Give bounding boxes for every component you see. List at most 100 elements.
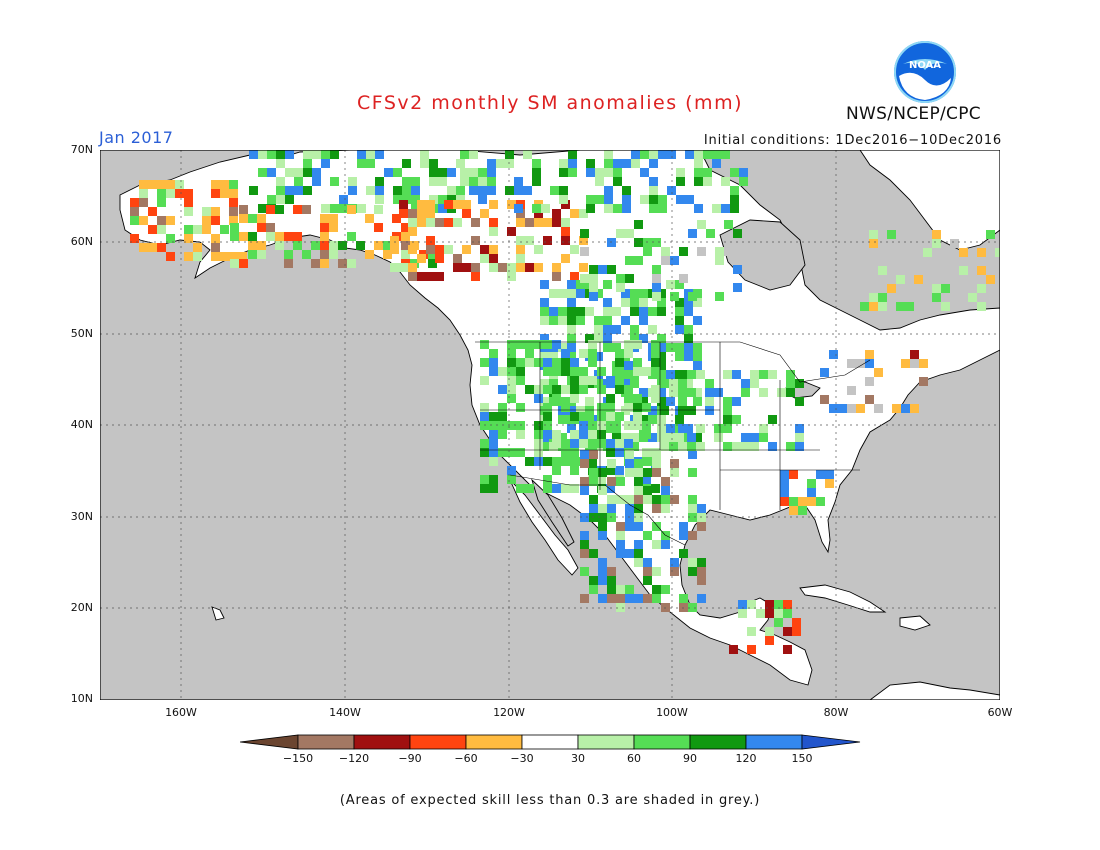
anomaly-cell xyxy=(616,274,625,283)
anomaly-cell xyxy=(807,488,816,497)
lon-label: 100W xyxy=(656,706,688,719)
anomaly-cell xyxy=(139,198,148,207)
anomaly-cell xyxy=(597,412,606,421)
anomaly-cell xyxy=(420,159,429,168)
anomaly-cell xyxy=(399,200,408,209)
anomaly-cell xyxy=(643,531,652,540)
anomaly-cell xyxy=(489,484,498,493)
anomaly-cell xyxy=(712,204,721,213)
colorbar-label: −120 xyxy=(338,752,370,765)
anomaly-cell xyxy=(675,343,684,352)
lon-label: 160W xyxy=(165,706,197,719)
anomaly-cell xyxy=(678,442,687,451)
anomaly-cell xyxy=(374,205,383,214)
anomaly-cell xyxy=(986,230,995,239)
anomaly-cell xyxy=(759,424,768,433)
anomaly-cell xyxy=(932,284,941,293)
anomaly-cell xyxy=(469,168,478,177)
anomaly-cell xyxy=(712,150,721,159)
anomaly-cell xyxy=(570,439,579,448)
anomaly-cell xyxy=(561,439,570,448)
anomaly-cell xyxy=(534,457,543,466)
graticule xyxy=(100,150,1000,700)
anomaly-cell xyxy=(507,421,516,430)
anomaly-cell xyxy=(603,298,612,307)
anomaly-cell xyxy=(338,259,347,268)
anomaly-cell xyxy=(594,289,603,298)
anomaly-cell xyxy=(705,397,714,406)
anomaly-cell xyxy=(603,325,612,334)
anomaly-cell xyxy=(643,576,652,585)
anomaly-cell xyxy=(625,585,634,594)
anomaly-cell xyxy=(733,283,742,292)
anomaly-cell xyxy=(661,247,670,256)
anomaly-cell xyxy=(426,245,435,254)
anomaly-cell xyxy=(375,177,384,186)
anomaly-cell xyxy=(505,159,514,168)
anomaly-cell xyxy=(489,367,498,376)
anomaly-cell xyxy=(365,250,374,259)
anomaly-cell xyxy=(489,457,498,466)
anomaly-cell xyxy=(625,274,634,283)
anomaly-cell xyxy=(462,200,471,209)
anomaly-cell xyxy=(657,307,666,316)
anomaly-cell xyxy=(549,307,558,316)
anomaly-cell xyxy=(580,531,589,540)
anomaly-cell xyxy=(543,484,552,493)
anomaly-cell xyxy=(580,247,589,256)
anomaly-cell xyxy=(616,495,625,504)
anomaly-cell xyxy=(634,220,643,229)
anomaly-cell xyxy=(789,497,798,506)
anomaly-cell xyxy=(768,415,777,424)
anomaly-cell xyxy=(184,189,193,198)
anomaly-cell xyxy=(589,283,598,292)
anomaly-cell xyxy=(516,236,525,245)
anomaly-cell xyxy=(402,159,411,168)
anomaly-cell xyxy=(594,379,603,388)
anomaly-cell xyxy=(435,254,444,263)
anomaly-cell xyxy=(549,379,558,388)
anomaly-cell xyxy=(634,594,643,603)
anomaly-cell xyxy=(570,448,579,457)
anomaly-cell xyxy=(693,298,702,307)
anomaly-cell xyxy=(507,227,516,236)
anomaly-cell xyxy=(597,430,606,439)
anomaly-cell xyxy=(697,558,706,567)
anomaly-cell xyxy=(401,241,410,250)
anomaly-cell xyxy=(621,298,630,307)
anomaly-cell xyxy=(669,433,678,442)
anomaly-cell xyxy=(329,250,338,259)
anomaly-cell xyxy=(624,385,633,394)
anomaly-cell xyxy=(435,245,444,254)
anomaly-cell xyxy=(561,457,570,466)
anomaly-cell xyxy=(780,479,789,488)
anomaly-cell xyxy=(634,558,643,567)
anomaly-cell xyxy=(657,415,666,424)
colorbar-label: 120 xyxy=(735,752,757,765)
anomaly-cell xyxy=(478,186,487,195)
anomaly-cell xyxy=(534,209,543,218)
anomaly-cell xyxy=(339,195,348,204)
anomaly-cell xyxy=(768,370,777,379)
anomaly-cell xyxy=(534,218,543,227)
anomaly-cell xyxy=(607,567,616,576)
anomaly-cell xyxy=(606,412,615,421)
baja-landmass xyxy=(509,479,579,576)
anomaly-cell xyxy=(652,504,661,513)
anomaly-cell xyxy=(489,430,498,439)
anomaly-cell xyxy=(604,186,613,195)
anomaly-cell xyxy=(625,522,634,531)
anomaly-cell xyxy=(741,379,750,388)
anomaly-cell xyxy=(603,307,612,316)
anomaly-cell xyxy=(652,468,661,477)
anomaly-cell xyxy=(959,248,968,257)
anomaly-cell xyxy=(525,457,534,466)
anomaly-cell xyxy=(429,168,438,177)
anomaly-cell xyxy=(860,275,869,284)
anomaly-cell xyxy=(507,349,516,358)
anomaly-cell xyxy=(549,352,558,361)
anomaly-cell xyxy=(558,316,567,325)
anomaly-cell xyxy=(157,225,166,234)
anomaly-cell xyxy=(248,232,257,241)
anomaly-cell xyxy=(642,367,651,376)
